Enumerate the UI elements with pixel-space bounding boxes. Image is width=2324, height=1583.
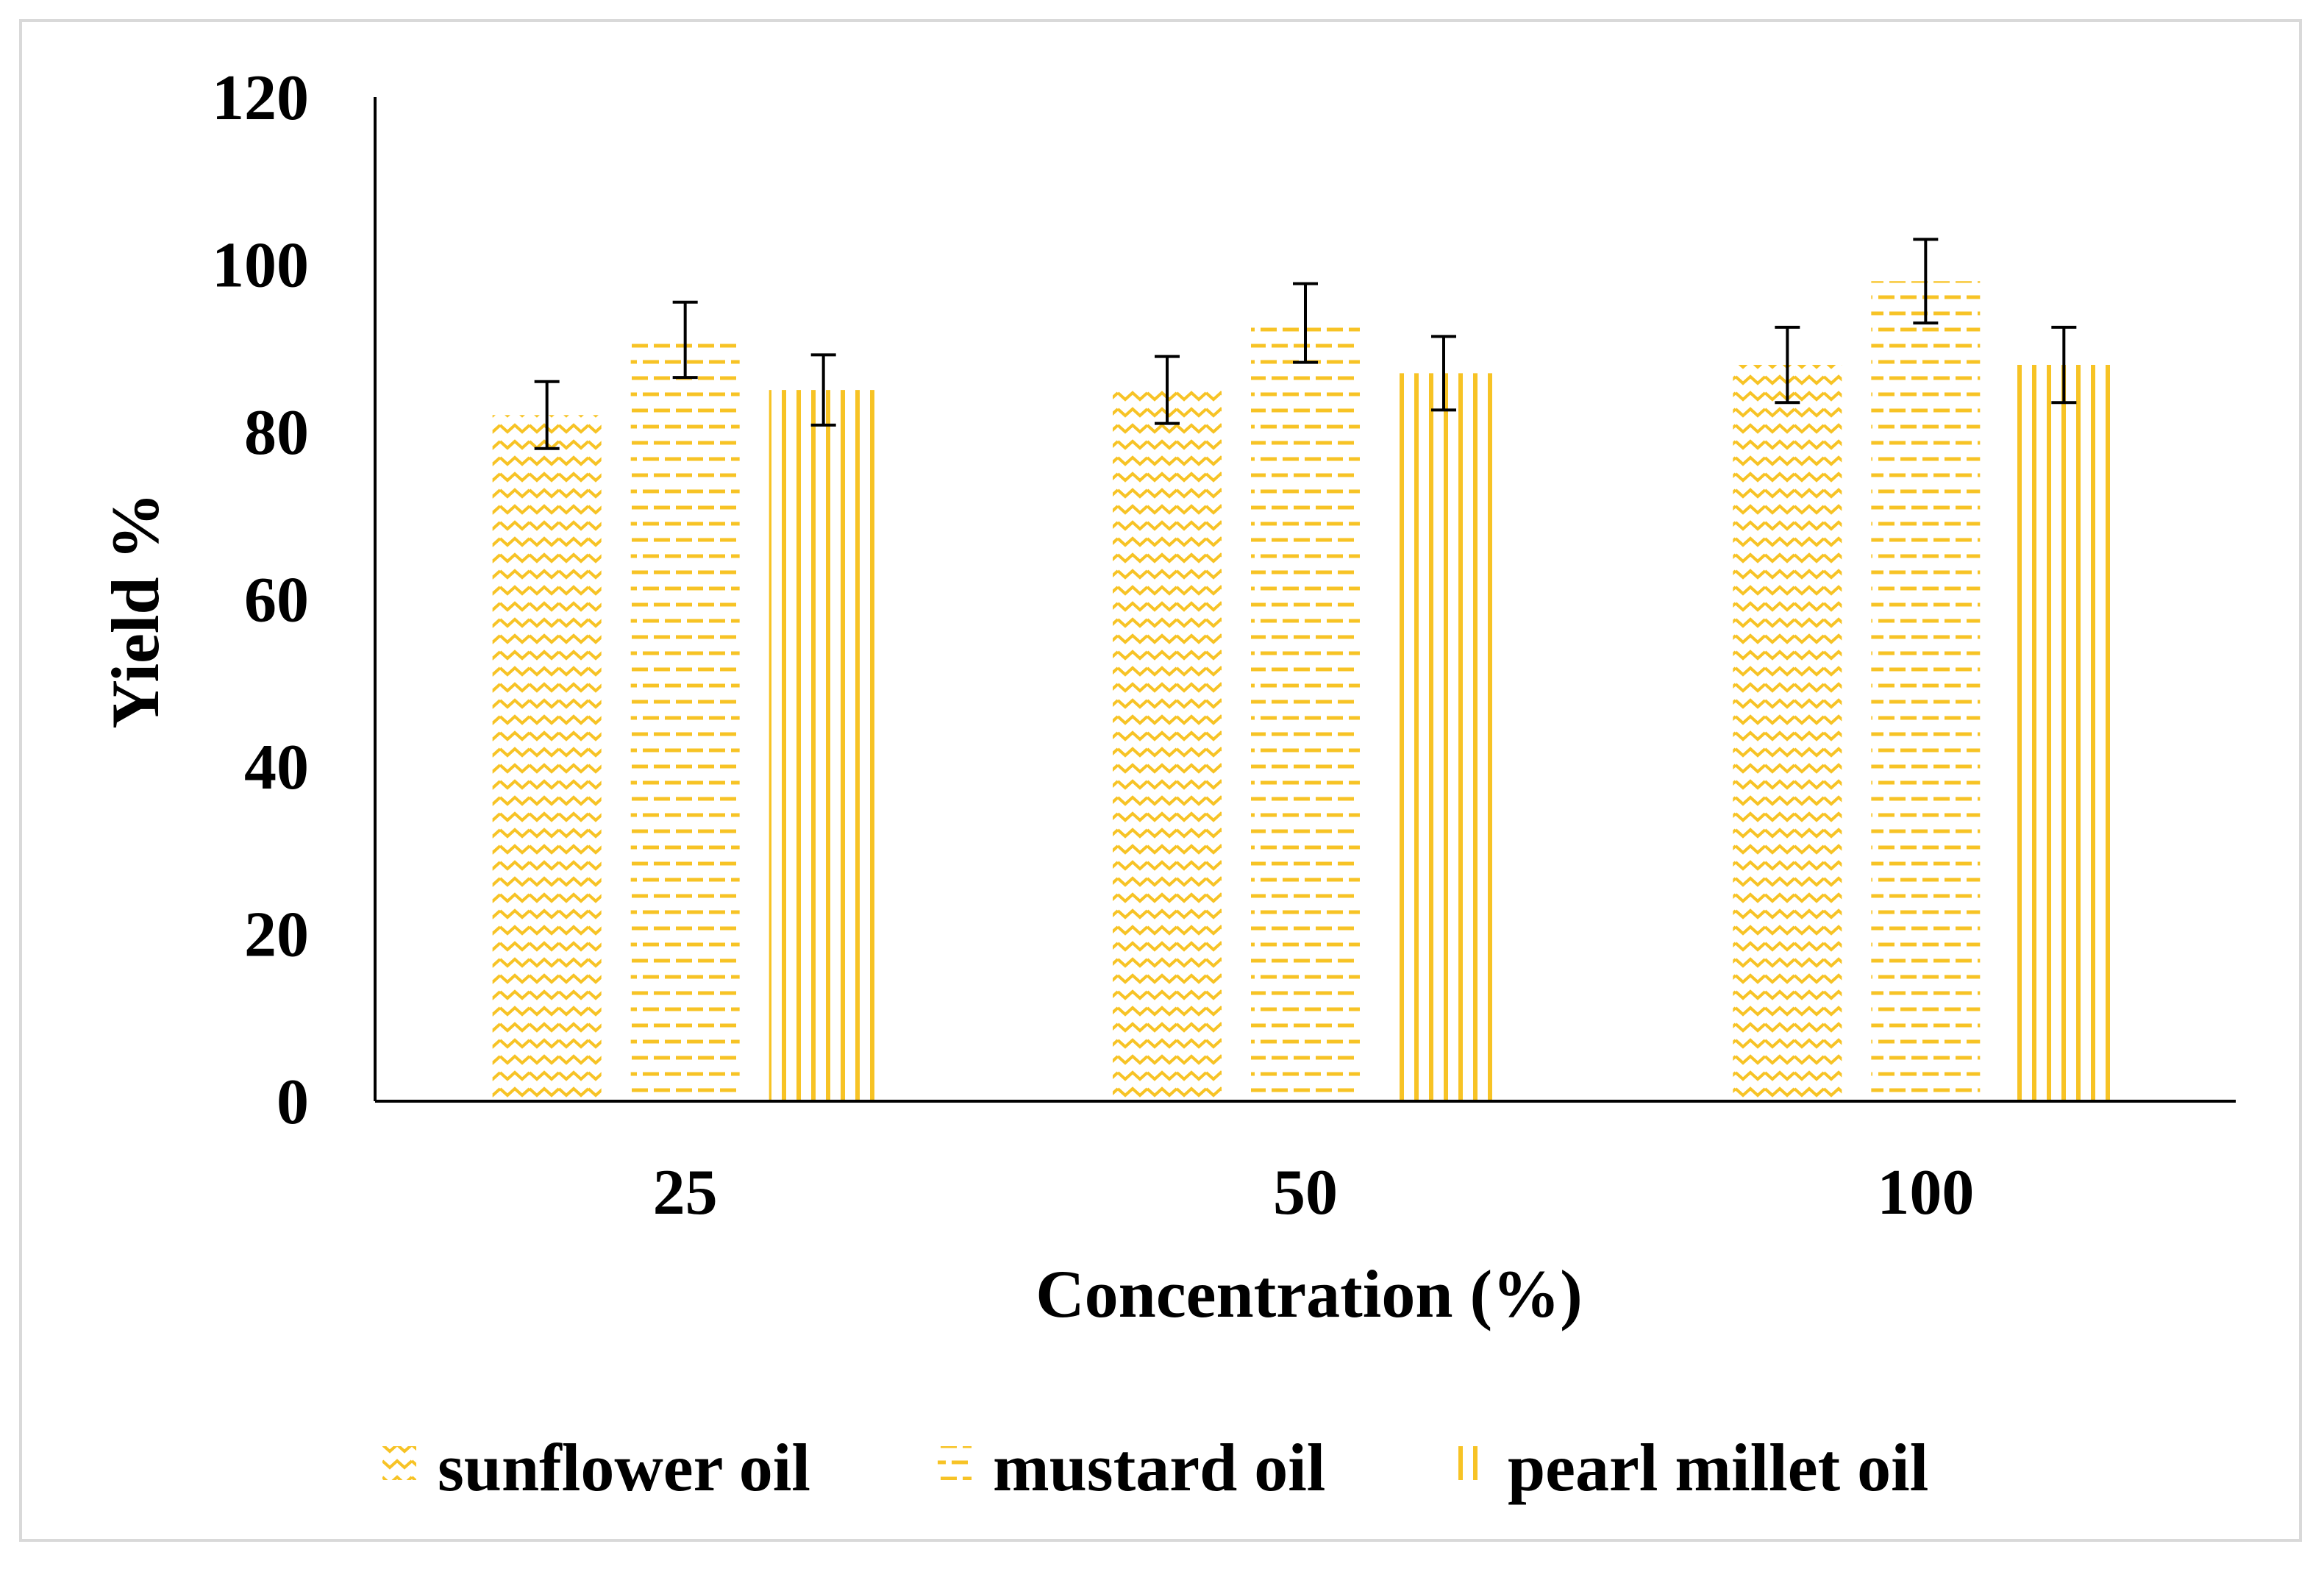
bar-mustard-oil-25 — [630, 339, 740, 1101]
legend-item-sunflower-oil: sunflower oil — [382, 1430, 810, 1505]
legend-swatch-zigzag — [382, 1446, 416, 1480]
y-tick-label: 100 — [212, 230, 309, 302]
legend-swatch-dashes — [938, 1446, 972, 1480]
legend-item-mustard-oil: mustard oil — [938, 1430, 1325, 1505]
x-tick-label: 100 — [1877, 1157, 1974, 1228]
legend-label: sunflower oil — [438, 1430, 810, 1505]
legend-item-pearl-millet-oil: pearl millet oil — [1452, 1430, 1928, 1505]
error-bar-pearl-millet-oil-50 — [1431, 335, 1456, 412]
error-bar-mustard-oil-25 — [672, 300, 698, 380]
legend-label: pearl millet oil — [1508, 1430, 1928, 1505]
x-tick-label: 25 — [653, 1157, 718, 1228]
legend-swatch-vertical-lines — [1452, 1446, 1486, 1480]
error-bar-pearl-millet-oil-100 — [2051, 325, 2077, 405]
error-bar-mustard-oil-50 — [1293, 282, 1318, 364]
y-tick-label: 20 — [244, 900, 309, 971]
bar-mustard-oil-100 — [1871, 281, 1981, 1101]
y-tick-label: 60 — [244, 565, 309, 636]
bar-mustard-oil-50 — [1251, 323, 1360, 1101]
error-bar-pearl-millet-oil-25 — [810, 353, 836, 427]
y-axis-title: Yield % — [98, 492, 173, 728]
bar-pearl-millet-oil-25 — [769, 390, 878, 1101]
plot-area: 0 20 40 60 80 100 120 25 50 100 — [212, 63, 2236, 1228]
bar-sunflower-oil-100 — [1733, 365, 1842, 1101]
error-bar-sunflower-oil-25 — [534, 380, 560, 450]
error-bar-mustard-oil-100 — [1913, 238, 1939, 325]
y-tick-label: 0 — [277, 1067, 309, 1138]
bar-pearl-millet-oil-100 — [2009, 365, 2119, 1101]
legend-label: mustard oil — [993, 1430, 1325, 1505]
error-bar-sunflower-oil-100 — [1775, 325, 1800, 405]
y-tick-label: 40 — [244, 732, 309, 803]
error-bar-sunflower-oil-50 — [1155, 355, 1180, 425]
x-axis-title: Concentration (%) — [1036, 1256, 1583, 1331]
bar-sunflower-oil-50 — [1113, 390, 1222, 1101]
y-tick-label: 120 — [212, 63, 309, 134]
legend: sunflower oil mustard oil pearl millet oil — [382, 1430, 1928, 1505]
bar-sunflower-oil-25 — [492, 415, 602, 1101]
y-tick-label: 80 — [244, 397, 309, 469]
bar-pearl-millet-oil-50 — [1389, 373, 1498, 1101]
x-tick-label: 50 — [1273, 1157, 1338, 1228]
